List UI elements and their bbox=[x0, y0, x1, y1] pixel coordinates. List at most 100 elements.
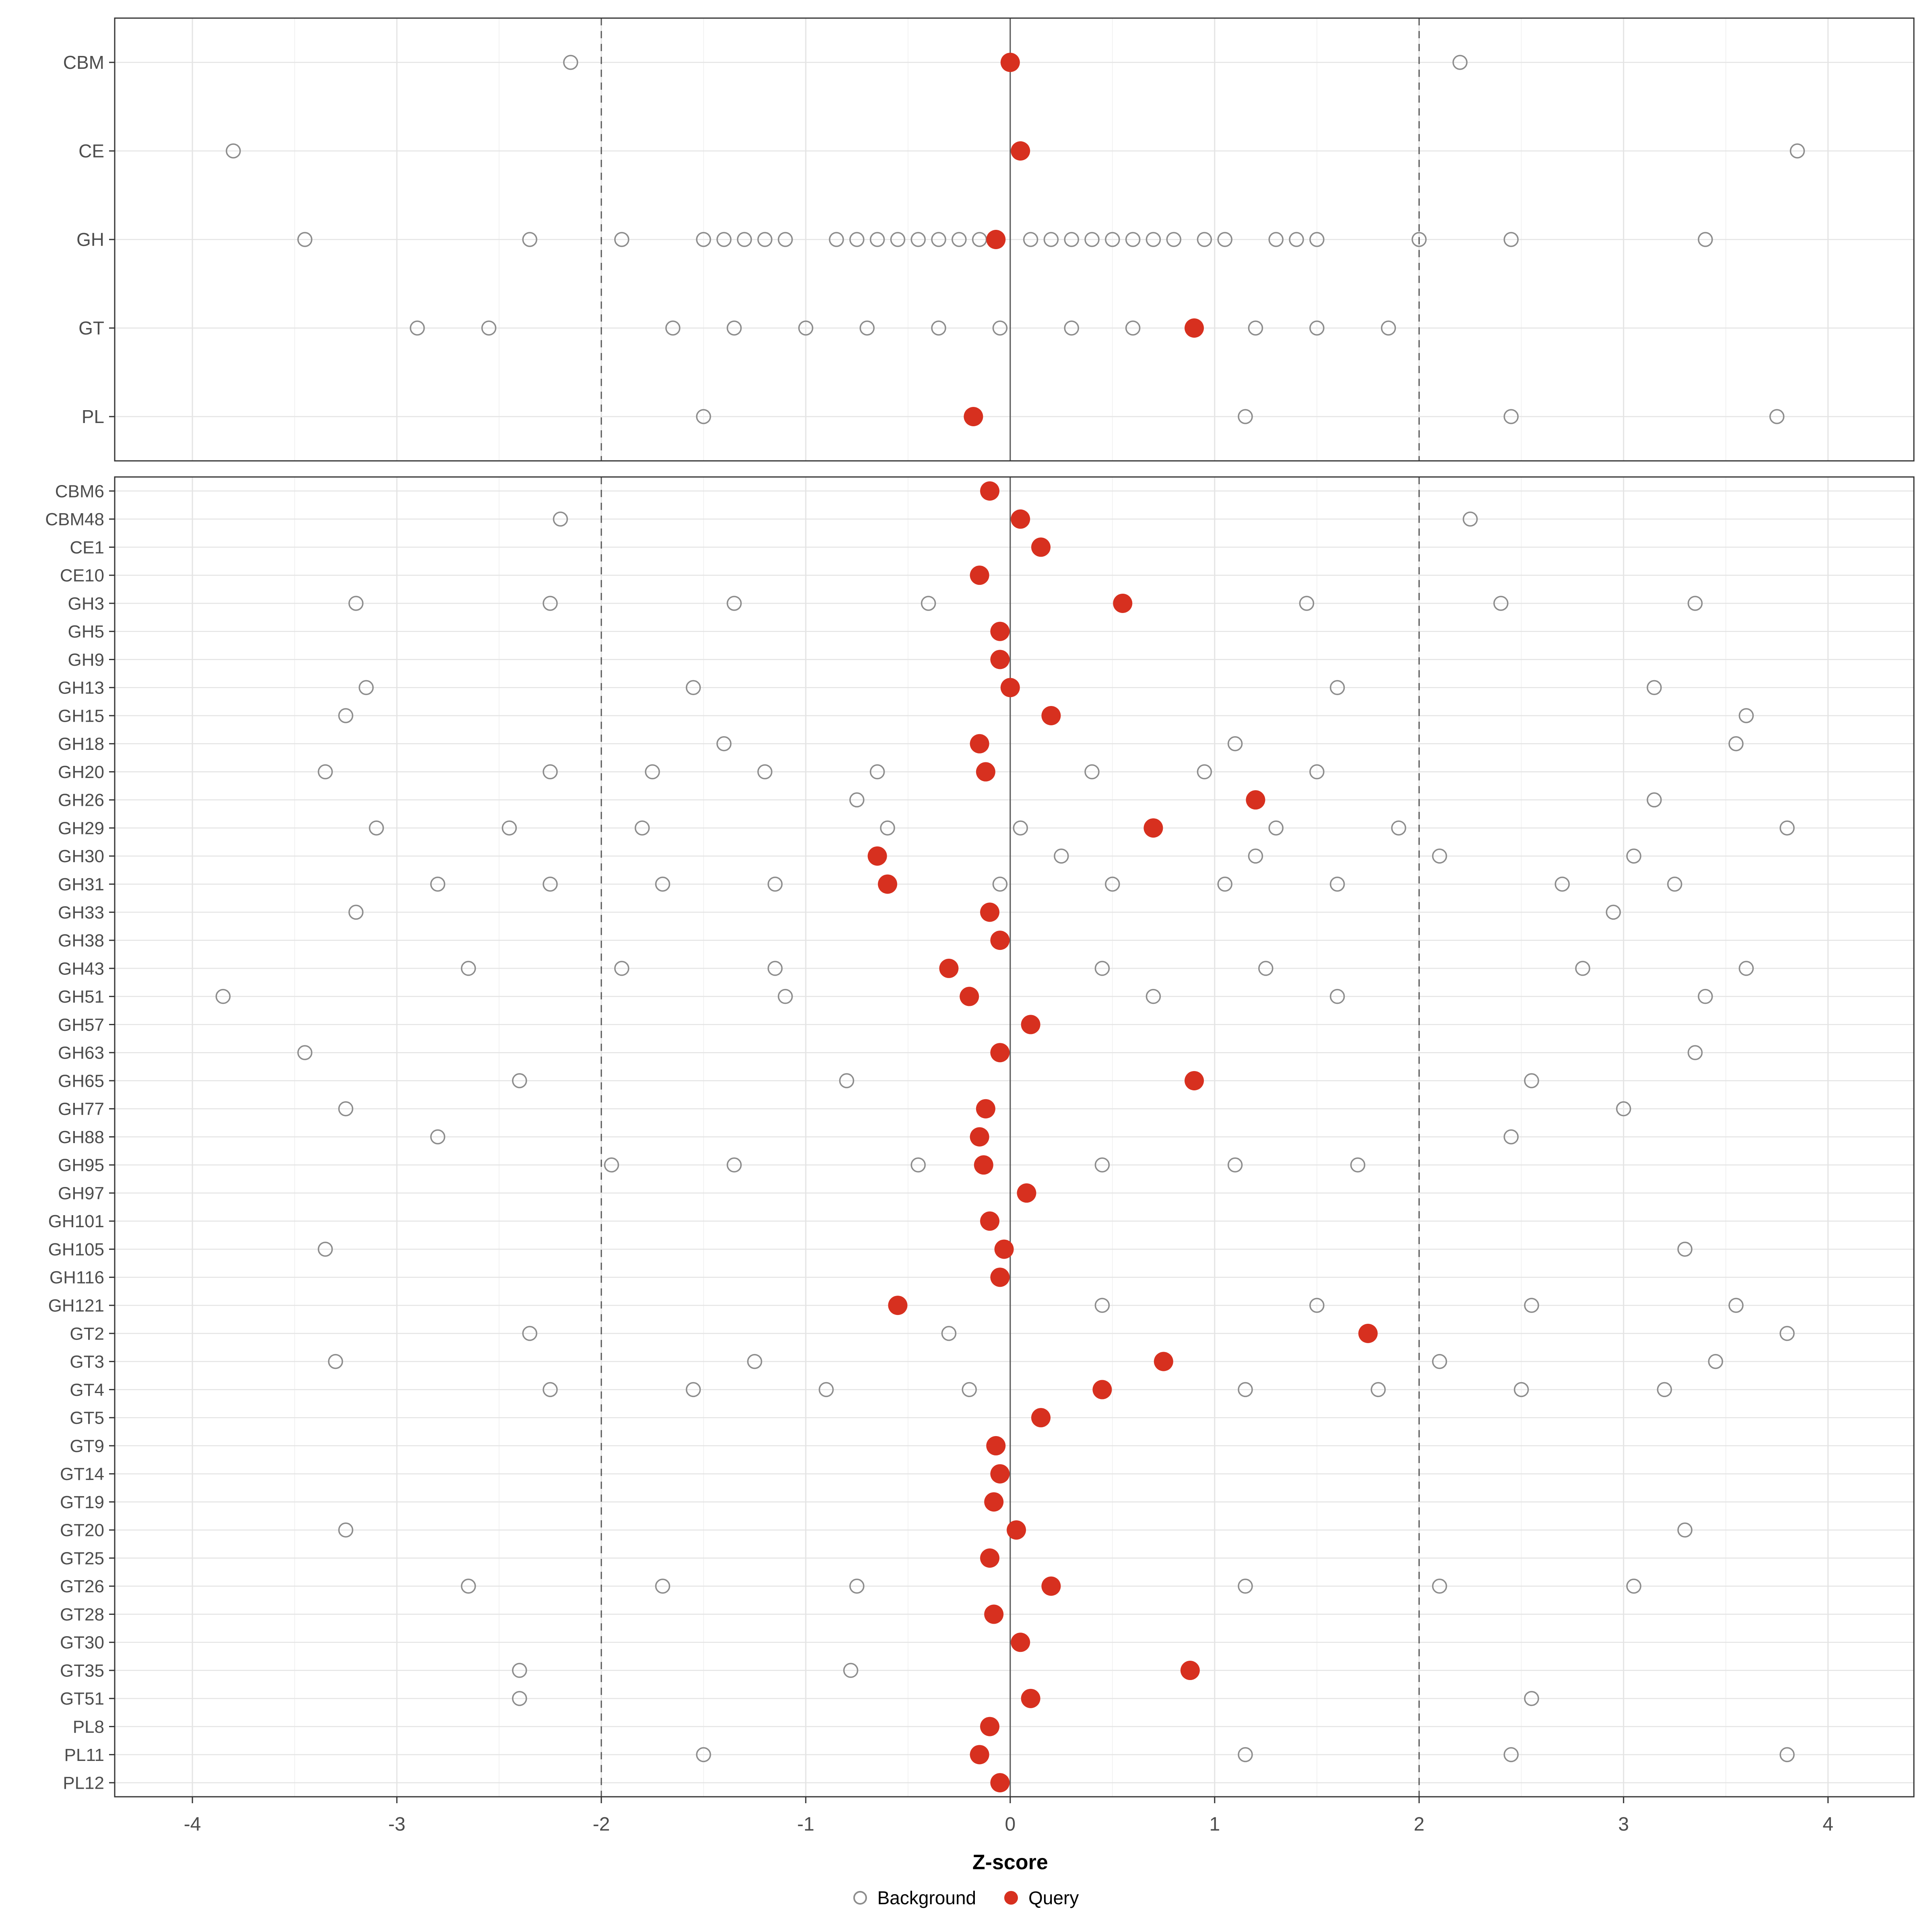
background-point bbox=[502, 820, 517, 836]
background-point bbox=[369, 820, 384, 836]
query-point bbox=[984, 1492, 1004, 1512]
background-point bbox=[543, 876, 558, 892]
background-point bbox=[1432, 1354, 1447, 1369]
background-point bbox=[696, 232, 711, 247]
query-point bbox=[990, 1464, 1010, 1484]
legend: Background Query bbox=[0, 1876, 1932, 1920]
background-point bbox=[1309, 1298, 1325, 1313]
x-tick-label: 1 bbox=[1209, 1814, 1220, 1835]
background-point bbox=[1289, 232, 1304, 247]
background-point bbox=[1350, 1157, 1366, 1173]
x-tick-label: 0 bbox=[1005, 1814, 1016, 1835]
query-point bbox=[970, 1745, 989, 1765]
background-point bbox=[798, 320, 813, 336]
background-point bbox=[1227, 736, 1243, 751]
background-point bbox=[543, 596, 558, 611]
y-axis-label: GT5 bbox=[70, 1408, 104, 1428]
background-point bbox=[1779, 820, 1795, 836]
query-point bbox=[1180, 1661, 1200, 1680]
query-point bbox=[1154, 1352, 1173, 1371]
background-point bbox=[215, 989, 231, 1004]
background-point bbox=[1064, 232, 1079, 247]
background-point bbox=[1258, 961, 1274, 976]
background-point bbox=[461, 961, 476, 976]
background-point bbox=[604, 1157, 619, 1173]
query-point bbox=[980, 481, 1000, 501]
panel-border bbox=[114, 476, 1915, 1798]
background-point bbox=[665, 320, 681, 336]
query-point bbox=[990, 621, 1010, 641]
y-axis-label: GT19 bbox=[60, 1492, 104, 1512]
background-point bbox=[1657, 1382, 1672, 1397]
y-axis-label: PL11 bbox=[64, 1745, 105, 1765]
query-point bbox=[1185, 1071, 1204, 1090]
query-point bbox=[964, 407, 983, 426]
background-point bbox=[348, 596, 364, 611]
y-axis-label: GH95 bbox=[58, 1156, 104, 1175]
background-point bbox=[992, 320, 1008, 336]
background-point bbox=[1238, 1747, 1253, 1763]
background-point bbox=[767, 961, 783, 976]
background-point bbox=[1227, 1157, 1243, 1173]
background-point bbox=[1728, 1298, 1744, 1313]
background-point bbox=[1524, 1691, 1539, 1706]
background-point bbox=[849, 232, 865, 247]
background-point bbox=[1371, 1382, 1386, 1397]
background-point bbox=[849, 792, 865, 808]
y-axis-label: GT2 bbox=[70, 1324, 104, 1344]
query-point bbox=[990, 1043, 1010, 1063]
query-point bbox=[1011, 509, 1030, 529]
background-point bbox=[1779, 1747, 1795, 1763]
x-tick-label: 4 bbox=[1823, 1814, 1833, 1835]
y-axis-label: GH121 bbox=[48, 1296, 104, 1315]
background-point bbox=[297, 232, 313, 247]
y-axis-label: GT51 bbox=[60, 1689, 104, 1709]
background-point bbox=[1738, 708, 1754, 723]
x-tick-label: -2 bbox=[593, 1814, 610, 1835]
y-axis-label: PL12 bbox=[63, 1773, 104, 1793]
background-point bbox=[563, 55, 578, 70]
y-axis-label: CBM bbox=[63, 52, 104, 73]
background-point bbox=[1667, 876, 1682, 892]
background-point bbox=[747, 1354, 762, 1369]
y-axis-label: GH105 bbox=[48, 1240, 104, 1259]
y-axis-label: GH18 bbox=[58, 734, 104, 754]
y-axis-label: GT14 bbox=[60, 1464, 104, 1484]
query-point bbox=[1358, 1323, 1378, 1343]
query-point bbox=[878, 874, 898, 894]
background-point bbox=[880, 820, 895, 836]
zscore-dot-plot: CBM CE GH GT PL CBM6 CBM48 CE1 CE10 GH3 GH5 GH9 GH13… bbox=[45, 17, 1915, 1874]
y-axis-label: GT28 bbox=[60, 1605, 104, 1624]
background-point bbox=[1043, 232, 1059, 247]
query-point bbox=[970, 1127, 989, 1147]
background-point bbox=[696, 409, 711, 424]
background-point bbox=[1197, 764, 1212, 780]
query-point bbox=[1017, 1183, 1036, 1203]
background-point bbox=[910, 1157, 926, 1173]
background-point bbox=[829, 232, 844, 247]
query-point bbox=[986, 1436, 1006, 1455]
query-point bbox=[990, 931, 1010, 950]
background-point bbox=[1217, 876, 1232, 892]
background-point bbox=[1647, 680, 1662, 695]
background-point bbox=[1524, 1298, 1539, 1313]
background-point bbox=[869, 232, 885, 247]
background-point bbox=[1698, 232, 1713, 247]
background-point bbox=[757, 764, 773, 780]
background-point bbox=[1503, 1747, 1519, 1763]
background-point bbox=[359, 680, 374, 695]
background-point bbox=[1503, 409, 1519, 424]
background-point bbox=[1248, 848, 1263, 864]
background-point bbox=[1554, 876, 1570, 892]
query-point-icon bbox=[1004, 1891, 1018, 1905]
background-point bbox=[1238, 409, 1253, 424]
background-point bbox=[1626, 1579, 1641, 1594]
query-point bbox=[1021, 1688, 1040, 1708]
background-point bbox=[553, 511, 568, 527]
background-point bbox=[685, 680, 701, 695]
query-point bbox=[976, 1099, 995, 1119]
query-point bbox=[939, 958, 959, 978]
background-point bbox=[869, 764, 885, 780]
y-axis-label: GT25 bbox=[60, 1548, 104, 1568]
